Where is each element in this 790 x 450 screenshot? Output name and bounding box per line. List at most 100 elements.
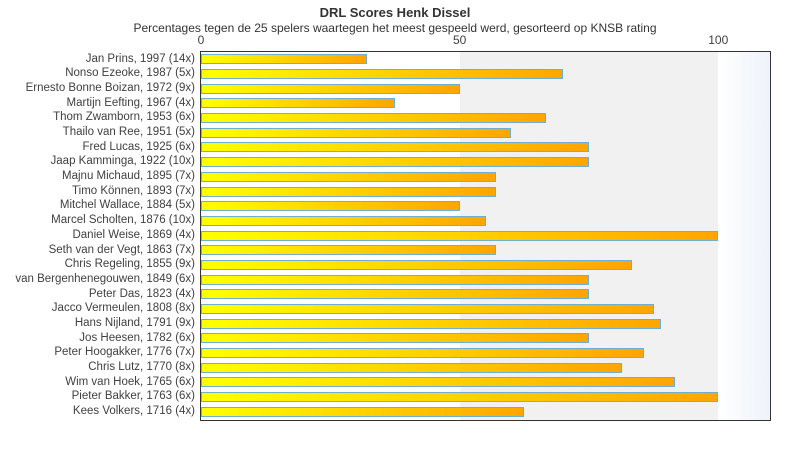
category-label: Ernesto Bonne Boizan, 1972 (9x): [25, 81, 195, 94]
bar-track: [201, 214, 770, 229]
bar-row: Wim van Hoek, 1765 (6x): [0, 375, 770, 390]
bar-row: Seth van der Vegt, 1863 (7x): [0, 243, 770, 258]
bar-row: Martijn Eefting, 1967 (4x): [0, 96, 770, 111]
bar: [201, 113, 547, 124]
bar-row: Thom Zwamborn, 1953 (6x): [0, 111, 770, 126]
x-axis-tick-label: 50: [452, 33, 467, 47]
category-label: Majnu Michaud, 1895 (7x): [62, 170, 195, 183]
bar-row: Peter Hoogakker, 1776 (7x): [0, 346, 770, 361]
bar: [201, 362, 622, 373]
bar: [201, 69, 564, 80]
bar-track: [201, 360, 770, 375]
bar-track: [201, 125, 770, 140]
bar: [201, 98, 395, 109]
bar-row: Jos Heesen, 1782 (6x): [0, 331, 770, 346]
bar-track: [201, 287, 770, 302]
category-label: van Bergenhenegouwen, 1849 (6x): [15, 272, 195, 285]
category-label: Thom Zwamborn, 1953 (6x): [53, 111, 195, 124]
bar-track: [201, 155, 770, 170]
bar-row: Ernesto Bonne Boizan, 1972 (9x): [0, 81, 770, 96]
bar-track: [201, 272, 770, 287]
bar-row: Nonso Ezeoke, 1987 (5x): [0, 67, 770, 82]
bar: [201, 304, 654, 315]
category-label: Wim van Hoek, 1765 (6x): [65, 375, 195, 388]
bar: [201, 157, 589, 168]
bar: [201, 54, 368, 65]
x-axis-tick-label: 0: [197, 33, 205, 47]
bar-row: Jaap Kamminga, 1922 (10x): [0, 155, 770, 170]
category-label: Chris Lutz, 1770 (8x): [88, 361, 195, 374]
bar: [201, 230, 719, 241]
bar: [201, 289, 589, 300]
bar: [201, 215, 486, 226]
bar-track: [201, 258, 770, 273]
plot-band: [718, 52, 770, 420]
bar-row: van Bergenhenegouwen, 1849 (6x): [0, 272, 770, 287]
bar-track: [201, 331, 770, 346]
bar: [201, 245, 497, 256]
bar-row: Mitchel Wallace, 1884 (5x): [0, 199, 770, 214]
category-label: Martijn Eefting, 1967 (4x): [66, 96, 195, 109]
x-axis-tick-label: 100: [708, 33, 729, 47]
bar-row: Timo Können, 1893 (7x): [0, 184, 770, 199]
bar: [201, 333, 589, 344]
bar-track: [201, 375, 770, 390]
category-label: Daniel Weise, 1869 (4x): [72, 228, 195, 241]
bar-row: Chris Regeling, 1855 (9x): [0, 258, 770, 273]
bar-track: [201, 170, 770, 185]
category-label: Pieter Bakker, 1763 (6x): [71, 390, 195, 403]
bar-track: [201, 302, 770, 317]
chart-subtitle: Percentages tegen de 25 spelers waartege…: [133, 21, 657, 35]
bar-row: Thailo van Ree, 1951 (5x): [0, 125, 770, 140]
chart-title: DRL Scores Henk Dissel: [319, 5, 471, 20]
bar-row: Chris Lutz, 1770 (8x): [0, 360, 770, 375]
category-label: Fred Lucas, 1925 (6x): [82, 140, 195, 153]
bar: [201, 259, 632, 270]
category-label: Seth van der Vegt, 1863 (7x): [48, 243, 195, 256]
bar-track: [201, 346, 770, 361]
bar-track: [201, 96, 770, 111]
category-label: Chris Regeling, 1855 (9x): [64, 258, 195, 271]
bar: [201, 274, 589, 285]
bar-track: [201, 199, 770, 214]
bar: [201, 83, 460, 94]
rows-layer: Jan Prins, 1997 (14x) Nonso Ezeoke, 1987 …: [0, 52, 770, 419]
bar-track: [201, 316, 770, 331]
bar-track: [201, 140, 770, 155]
bar-track: [201, 52, 770, 67]
category-label: Nonso Ezeoke, 1987 (5x): [65, 67, 195, 80]
bar-row: Fred Lucas, 1925 (6x): [0, 140, 770, 155]
category-label: Jos Heesen, 1782 (6x): [79, 331, 195, 344]
bar: [201, 392, 719, 403]
category-label: Peter Hoogakker, 1776 (7x): [54, 346, 195, 359]
category-label: Thailo van Ree, 1951 (5x): [62, 126, 195, 139]
bar: [201, 142, 589, 153]
bar-row: Majnu Michaud, 1895 (7x): [0, 170, 770, 185]
bar-track: [201, 67, 770, 82]
category-label: Mitchel Wallace, 1884 (5x): [59, 199, 195, 212]
bar-row: Kees Volkers, 1716 (4x): [0, 405, 770, 420]
bar-track: [201, 243, 770, 258]
bar-row: Jan Prins, 1997 (14x): [0, 52, 770, 67]
bar-track: [201, 111, 770, 126]
bar: [201, 406, 525, 417]
bar-track: [201, 228, 770, 243]
bar: [201, 127, 512, 138]
bar-track: [201, 390, 770, 405]
category-label: Peter Das, 1823 (4x): [88, 287, 195, 300]
bar: [201, 348, 645, 359]
bar: [201, 318, 661, 329]
bar-row: Jacco Vermeulen, 1808 (8x): [0, 302, 770, 317]
bar-row: Pieter Bakker, 1763 (6x): [0, 390, 770, 405]
x-axis: 0 50 100: [197, 33, 770, 49]
category-label: Jan Prins, 1997 (14x): [85, 52, 195, 65]
category-label: Jaap Kamminga, 1922 (10x): [50, 155, 195, 168]
category-label: Hans Nijland, 1791 (9x): [74, 316, 195, 329]
bar-row: Hans Nijland, 1791 (9x): [0, 316, 770, 331]
bar-track: [201, 81, 770, 96]
bar-track: [201, 405, 770, 420]
bar-row: Daniel Weise, 1869 (4x): [0, 228, 770, 243]
category-label: Marcel Scholten, 1876 (10x): [51, 214, 195, 227]
bar: [201, 377, 676, 388]
